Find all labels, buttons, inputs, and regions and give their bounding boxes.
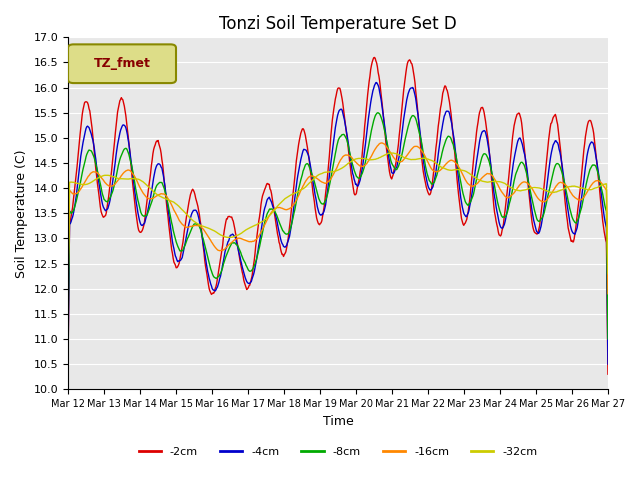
-32cm <box>213 229 221 235</box>
-4cm <box>129 177 137 182</box>
-32cm <box>404 156 412 162</box>
-8cm <box>420 155 428 161</box>
-16cm <box>213 246 221 252</box>
-16cm <box>184 224 192 230</box>
Title: Tonzi Soil Temperature Set D: Tonzi Soil Temperature Set D <box>219 15 457 33</box>
-16cm <box>604 291 612 297</box>
-4cm <box>404 91 412 96</box>
-2cm <box>404 58 412 64</box>
-2cm <box>184 204 192 209</box>
-16cm <box>378 140 386 146</box>
-4cm <box>420 162 428 168</box>
-16cm <box>404 151 412 156</box>
-2cm <box>64 360 72 366</box>
-8cm <box>404 123 412 129</box>
-4cm <box>604 361 612 367</box>
Line: -8cm: -8cm <box>68 113 608 339</box>
Line: -4cm: -4cm <box>68 83 608 364</box>
-8cm <box>184 234 192 240</box>
-8cm <box>129 171 137 177</box>
-16cm <box>64 290 72 296</box>
Line: -16cm: -16cm <box>68 143 608 294</box>
Line: -2cm: -2cm <box>68 58 608 374</box>
Legend: -2cm, -4cm, -8cm, -16cm, -32cm: -2cm, -4cm, -8cm, -16cm, -32cm <box>134 442 542 461</box>
-16cm <box>74 190 82 195</box>
-8cm <box>74 192 82 198</box>
-2cm <box>213 280 221 286</box>
FancyBboxPatch shape <box>68 44 176 83</box>
-32cm <box>64 270 72 276</box>
-32cm <box>184 213 192 219</box>
-2cm <box>74 156 82 161</box>
-2cm <box>129 187 137 192</box>
X-axis label: Time: Time <box>323 415 353 428</box>
-32cm <box>420 156 428 161</box>
-4cm <box>184 225 192 231</box>
-16cm <box>129 172 137 178</box>
-4cm <box>213 285 221 291</box>
-16cm <box>420 151 428 157</box>
-2cm <box>604 372 612 377</box>
-2cm <box>371 55 378 60</box>
-4cm <box>64 358 72 364</box>
-8cm <box>213 276 221 281</box>
-8cm <box>374 110 382 116</box>
-32cm <box>604 271 612 276</box>
-2cm <box>420 172 428 178</box>
-8cm <box>64 333 72 339</box>
-32cm <box>74 180 82 186</box>
Y-axis label: Soil Temperature (C): Soil Temperature (C) <box>15 149 28 277</box>
-32cm <box>387 150 395 156</box>
Line: -32cm: -32cm <box>68 153 608 274</box>
-4cm <box>372 80 380 85</box>
Text: TZ_fmet: TZ_fmet <box>93 57 150 70</box>
-4cm <box>74 180 82 186</box>
-32cm <box>129 176 137 181</box>
-8cm <box>604 336 612 342</box>
